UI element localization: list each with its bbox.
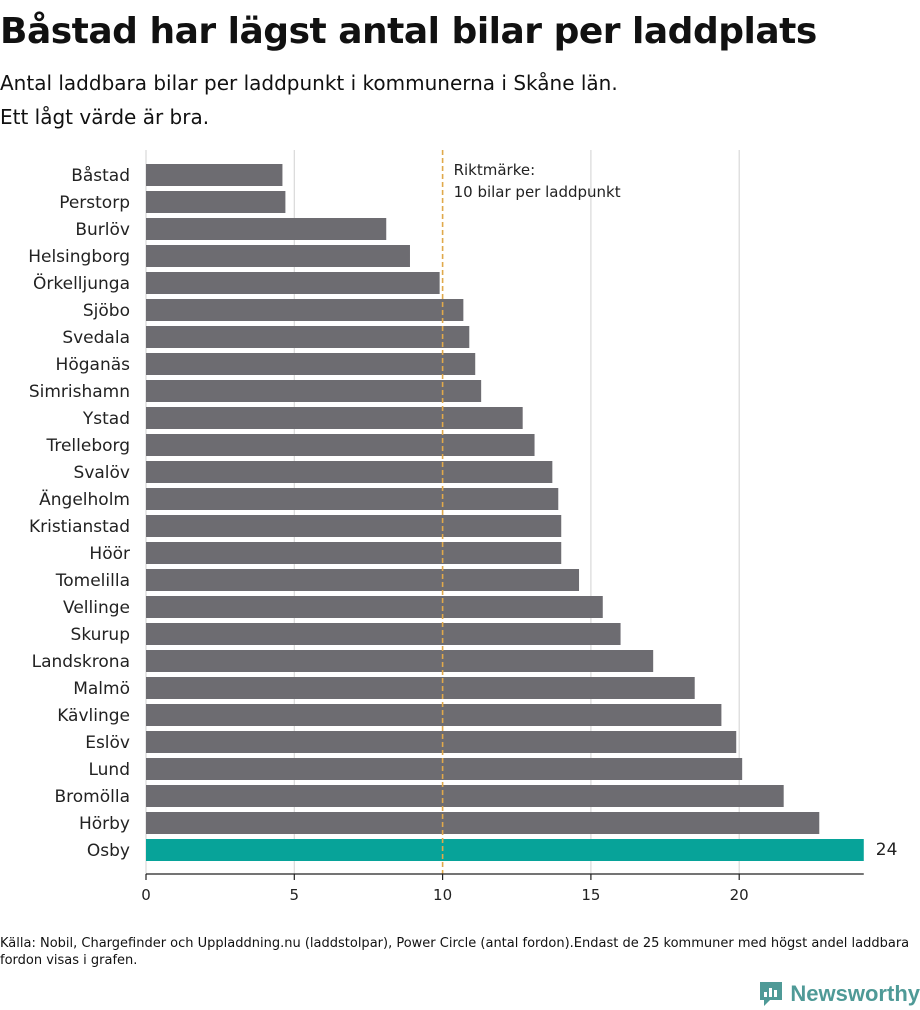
logo-text: Newsworthy [790,981,920,1006]
category-label: Osby [87,841,130,861]
category-label: Tomelilla [55,571,130,591]
category-label: Trelleborg [45,436,130,456]
category-label: Malmö [73,679,130,699]
bar [146,191,286,213]
category-label: Svalöv [74,463,130,483]
category-label: Burlöv [75,220,130,240]
category-label: Landskrona [32,652,130,672]
bar [146,353,476,375]
bar [146,758,743,780]
bar [146,650,654,672]
bar [146,569,580,591]
bar [146,218,387,240]
chart-subtitle: Antal laddbara bilar per laddpunkt i kom… [0,66,920,134]
bar [146,677,695,699]
subtitle-line-2: Ett lågt värde är bra. [0,105,210,129]
category-label: Höganäs [56,355,131,375]
category-label: Skurup [71,625,130,645]
category-label: Båstad [71,165,130,186]
category-label: Ystad [82,409,130,429]
category-label: Kävlinge [57,706,130,726]
x-tick-label: 5 [290,886,300,904]
category-label: Simrishamn [29,382,130,402]
bar [146,839,864,861]
logo-icon [760,982,783,1006]
chart-title: Båstad har lägst antal bilar per laddpla… [0,11,817,52]
x-tick-label: 0 [141,886,151,904]
bar [146,245,410,267]
category-label: Vellinge [63,598,130,618]
data-label: 24 [876,840,898,860]
category-label: Helsingborg [28,247,130,267]
bar [146,461,553,483]
bar [146,380,482,402]
category-label: Örkelljunga [33,272,130,294]
bar [146,785,784,807]
source-note: Källa: Nobil, Chargefinder och Uppladdni… [0,936,910,968]
category-label: Hörby [79,814,130,834]
reference-label: Riktmärke: [454,161,536,179]
category-label: Höör [89,544,130,564]
bar [146,623,621,645]
category-label: Lund [88,760,130,780]
bar [146,542,562,564]
bar-chart: Båstad Perstorp Burlöv Helsingborg Örkelljun… [28,150,898,904]
bar [146,704,722,726]
category-label: Sjöbo [83,301,130,321]
subtitle-line-1: Antal laddbara bilar per laddpunkt i kom… [0,71,618,95]
bar [146,488,559,510]
bar [146,326,470,348]
category-label: Kristianstad [29,517,130,537]
x-tick-label: 20 [730,886,749,904]
bar [146,812,820,834]
category-label: Bromölla [54,787,130,807]
newsworthy-logo: Newsworthy [758,978,920,1010]
category-label: Svedala [62,328,130,348]
category-label: Perstorp [59,193,130,213]
bar [146,434,535,456]
bar [146,596,603,618]
x-tick-label: 15 [581,886,600,904]
category-label: Eslöv [85,733,130,753]
bar [146,164,283,186]
bar [146,299,464,321]
x-tick-label: 10 [433,886,452,904]
bar [146,272,440,294]
bar [146,407,523,429]
reference-label: 10 bilar per laddpunkt [454,183,621,201]
bar [146,515,562,537]
category-label: Ängelholm [39,489,130,510]
bar [146,731,737,753]
